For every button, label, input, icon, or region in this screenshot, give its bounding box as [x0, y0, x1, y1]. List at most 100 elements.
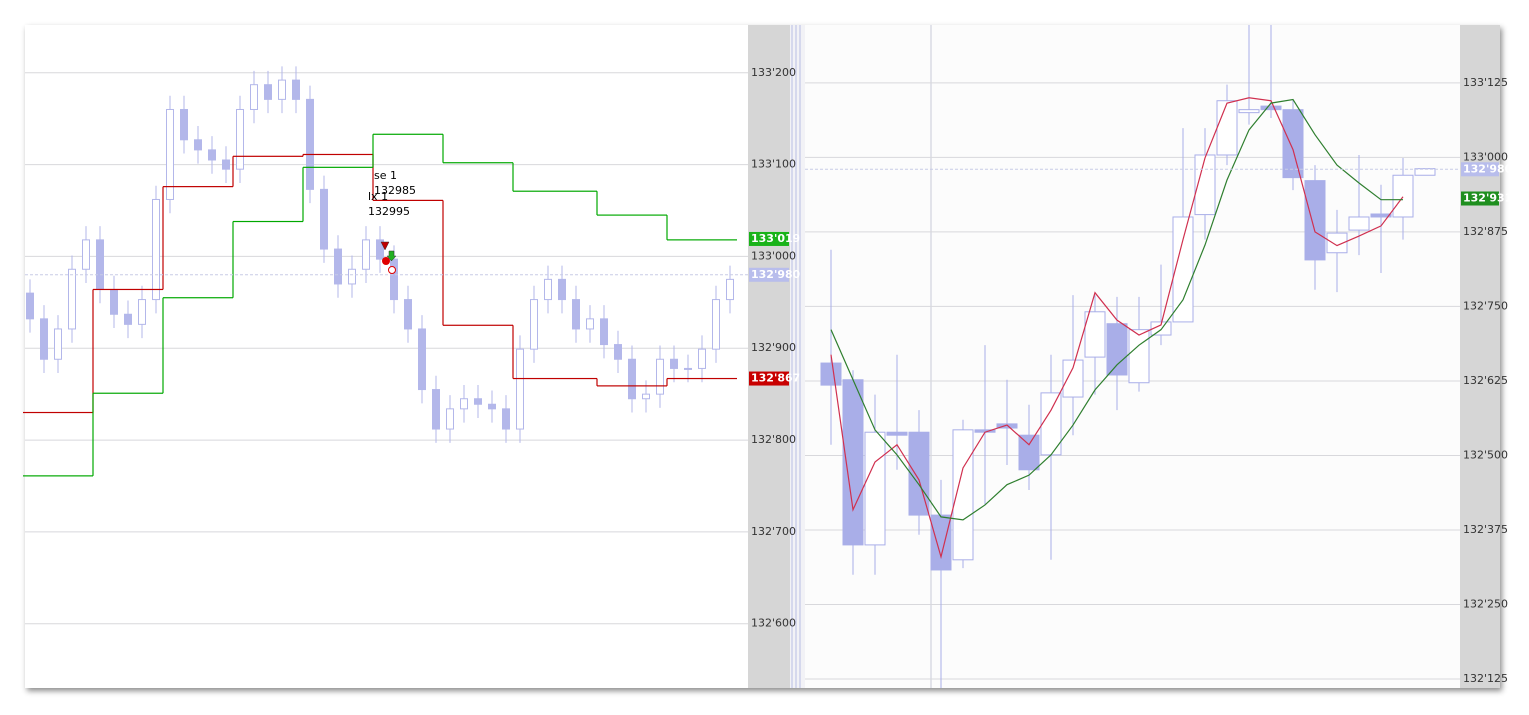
candle-body [1128, 329, 1150, 384]
candle-body [820, 362, 842, 386]
candle-body [460, 398, 468, 410]
price-label: 133'019 [751, 232, 800, 245]
candle-body [390, 258, 398, 301]
candle-body [614, 344, 622, 360]
candle-body [530, 299, 538, 350]
candle-body [26, 292, 34, 320]
exit-dot [388, 266, 396, 274]
candle-body [726, 278, 734, 301]
candle-body [488, 403, 496, 410]
y-tick-label: 133'000 [751, 249, 796, 262]
annotation: 132985 [374, 184, 416, 197]
candle-body [348, 268, 356, 285]
candle-body [698, 348, 706, 369]
exit-marker [386, 250, 397, 262]
entry-dot [382, 257, 390, 265]
y-tick-label: 132'750 [1463, 299, 1508, 312]
y-tick-label: 132'375 [1463, 523, 1508, 536]
candle-body [278, 79, 286, 100]
candle-body [334, 248, 342, 285]
moving-average [830, 98, 1403, 521]
y-tick-label: 133'200 [751, 66, 796, 79]
y-tick-label: 132'625 [1463, 374, 1508, 387]
candle-body [1216, 100, 1238, 156]
candle-body [376, 239, 384, 260]
candle-body [222, 159, 230, 170]
candle-body [1392, 174, 1414, 218]
candle-body [1326, 232, 1348, 254]
candle-body [1348, 216, 1370, 231]
candle-body [642, 393, 650, 400]
candle-body [250, 84, 258, 110]
candle-body [1106, 323, 1128, 376]
candle-body [208, 149, 216, 161]
y-tick-label: 133'100 [751, 158, 796, 171]
candle-body [572, 299, 580, 330]
annotation: lx 1 [368, 190, 388, 203]
trade-markers [380, 241, 397, 274]
candle-body [864, 431, 886, 546]
candle-body [236, 108, 244, 170]
candle-body [1062, 359, 1084, 398]
y-tick-label: 132'700 [751, 525, 796, 538]
candle-body [54, 328, 62, 360]
candle-body [1238, 109, 1260, 114]
y-tick-label: 132'800 [751, 433, 796, 446]
candle-body [558, 278, 566, 301]
candle-body [1304, 180, 1326, 261]
candle-body [418, 328, 426, 391]
price-label-box [749, 231, 789, 246]
candle-body [670, 358, 678, 369]
candle-body [1414, 168, 1436, 176]
price-label: 132'980 [751, 268, 801, 281]
separator [790, 25, 805, 688]
candle-body [1018, 434, 1040, 471]
candle-body [1194, 154, 1216, 216]
candle-body [320, 188, 328, 250]
price-label: 132'980 [1463, 162, 1513, 175]
candle-body [996, 423, 1018, 429]
candle-body [110, 288, 118, 315]
candle-body [1370, 213, 1392, 218]
candle-body [474, 398, 482, 405]
candle-body [656, 358, 664, 395]
right-axis-panel [1460, 25, 1500, 688]
plots: 133'200 133'100 133'000 132'900 132'800 132'7… [23, 25, 1513, 688]
candle-body [1150, 321, 1172, 336]
candle-body [166, 108, 174, 200]
candle-body [306, 98, 314, 190]
candle-body [1172, 216, 1194, 323]
candle-body [502, 408, 510, 430]
candle-body [684, 367, 692, 370]
left-axis-panel [748, 25, 790, 688]
candle-body [1282, 109, 1304, 179]
annotation: se 1 [374, 169, 397, 182]
annotation: 132995 [368, 205, 410, 218]
y-tick-label: 132'875 [1463, 225, 1508, 238]
candle-body [194, 139, 202, 151]
candle-body [908, 431, 930, 516]
candle-body [124, 313, 132, 325]
candle-body [544, 278, 552, 301]
candle-body [628, 358, 636, 400]
candle-body [432, 389, 440, 430]
y-tick-label: 132'900 [751, 341, 796, 354]
price-label: 132'867 [751, 372, 800, 385]
y-tick-label: 132'125 [1463, 672, 1508, 685]
candle-body [446, 408, 454, 430]
candle-body [712, 299, 720, 350]
candle-body [292, 79, 300, 100]
y-tick-label: 133'000 [1463, 150, 1508, 163]
y-tick-label: 133'125 [1463, 76, 1508, 89]
candle-body [516, 348, 524, 430]
candle-body [68, 268, 76, 330]
y-tick-label: 132'250 [1463, 598, 1508, 611]
candle-body [600, 318, 608, 346]
price-label-box [1461, 191, 1499, 206]
candle-body [152, 198, 160, 301]
candle-body [40, 318, 48, 360]
candle-body [362, 239, 370, 270]
price-label: 132'931 [1463, 192, 1512, 205]
